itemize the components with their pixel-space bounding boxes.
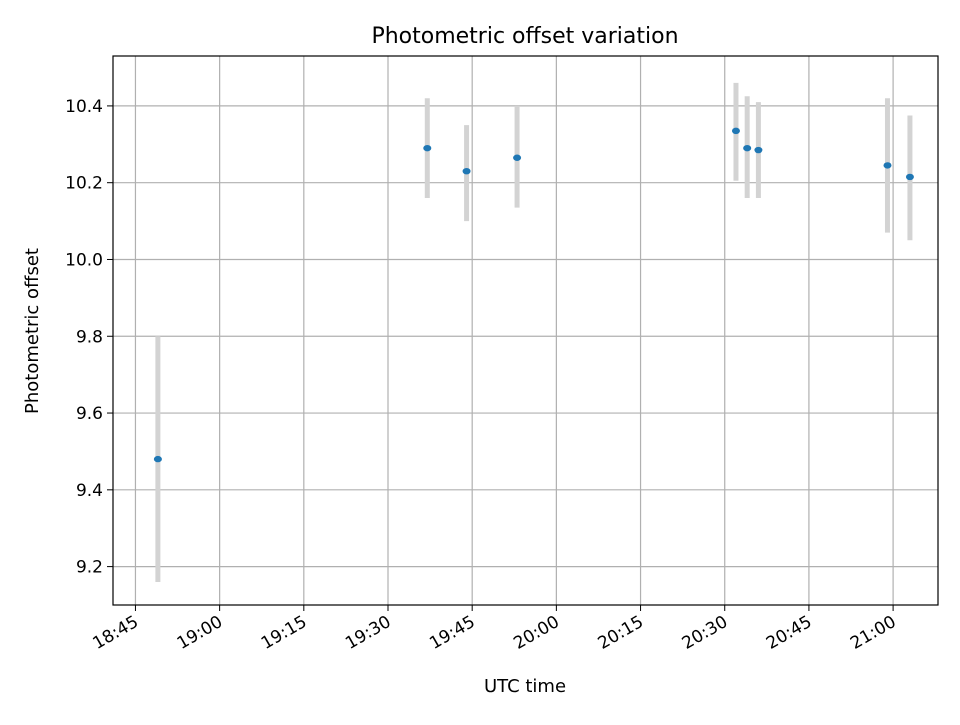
y-tick-label: 9.8 bbox=[76, 327, 103, 347]
x-tick-label: 18:45 bbox=[90, 612, 142, 654]
y-tick-label: 10.4 bbox=[65, 97, 103, 117]
y-tick-label: 10.0 bbox=[65, 250, 103, 270]
x-tick-label: 20:00 bbox=[510, 612, 562, 654]
x-tick-label: 20:15 bbox=[595, 612, 647, 654]
y-tick-label: 9.6 bbox=[76, 404, 103, 424]
y-tick-label: 9.4 bbox=[76, 481, 103, 501]
error-bars bbox=[155, 82, 913, 582]
data-point bbox=[462, 167, 471, 175]
plot-frame bbox=[112, 55, 939, 606]
data-point bbox=[905, 173, 914, 181]
data-point bbox=[153, 455, 162, 463]
y-tick-label: 9.2 bbox=[76, 558, 103, 578]
x-axis-label: UTC time bbox=[484, 676, 566, 697]
x-axis-ticks: 18:45 19:00 19:15 19:30 19:45 20:00 20:15 20:30… bbox=[90, 605, 900, 654]
data-point bbox=[423, 144, 432, 152]
x-tick-label: 21:00 bbox=[847, 612, 899, 654]
x-tick-label: 19:00 bbox=[174, 612, 226, 654]
x-tick-label: 19:30 bbox=[342, 612, 394, 654]
x-tick-label: 20:30 bbox=[679, 612, 731, 654]
data-point bbox=[883, 162, 892, 169]
data-points bbox=[153, 127, 914, 463]
data-point bbox=[743, 144, 752, 152]
data-point bbox=[754, 146, 763, 154]
data-point bbox=[731, 127, 740, 135]
y-axis-label: Photometric offset bbox=[22, 248, 43, 414]
y-axis-ticks: 9.2 9.4 9.6 9.8 10.0 10.2 10.4 bbox=[65, 97, 113, 578]
data-point bbox=[513, 154, 522, 161]
y-tick-label: 10.2 bbox=[65, 174, 103, 194]
x-tick-label: 19:45 bbox=[426, 612, 478, 654]
x-tick-label: 19:15 bbox=[258, 612, 310, 654]
chart-title: Photometric offset variation bbox=[371, 24, 678, 49]
x-tick-label: 20:45 bbox=[763, 612, 815, 654]
grid bbox=[113, 56, 938, 605]
